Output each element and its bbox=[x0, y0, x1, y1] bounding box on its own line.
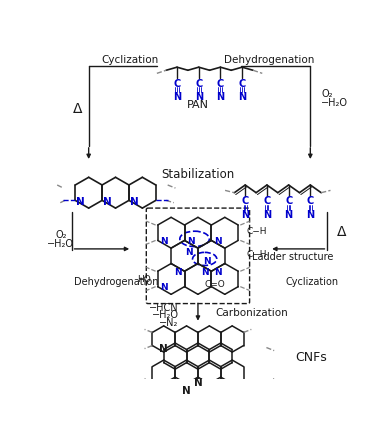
Text: N: N bbox=[130, 197, 139, 207]
Text: PAN: PAN bbox=[187, 100, 209, 110]
Text: N: N bbox=[182, 386, 191, 395]
Text: N: N bbox=[241, 210, 249, 220]
Text: N: N bbox=[185, 247, 192, 256]
Text: N: N bbox=[161, 282, 168, 291]
Text: C: C bbox=[241, 196, 249, 206]
Text: N: N bbox=[194, 377, 202, 387]
Text: C: C bbox=[285, 196, 292, 206]
Text: N: N bbox=[214, 236, 222, 245]
Text: Cyclization: Cyclization bbox=[101, 55, 158, 65]
Text: −H₂O: −H₂O bbox=[321, 98, 348, 108]
Text: N: N bbox=[263, 210, 271, 220]
Text: N: N bbox=[216, 92, 224, 102]
Text: C: C bbox=[307, 196, 314, 206]
Text: C=O: C=O bbox=[204, 279, 225, 288]
Text: N: N bbox=[195, 92, 203, 102]
Text: N: N bbox=[238, 92, 246, 102]
Text: −H₂O: −H₂O bbox=[47, 238, 74, 248]
Text: Dehydrogenation: Dehydrogenation bbox=[74, 276, 158, 287]
Text: C: C bbox=[195, 78, 202, 88]
Text: C: C bbox=[263, 196, 271, 206]
Text: N: N bbox=[306, 210, 314, 220]
Text: C−H: C−H bbox=[247, 250, 267, 259]
Text: N: N bbox=[174, 267, 182, 276]
Text: C: C bbox=[173, 78, 181, 88]
Text: O₂: O₂ bbox=[321, 88, 333, 98]
Text: N: N bbox=[76, 197, 85, 207]
Text: CNFs: CNFs bbox=[295, 350, 327, 363]
Text: N: N bbox=[103, 197, 112, 207]
Text: C−H: C−H bbox=[247, 226, 267, 236]
Text: N: N bbox=[214, 267, 222, 276]
Text: Δ: Δ bbox=[73, 102, 82, 116]
Text: −H₂O: −H₂O bbox=[152, 310, 178, 320]
Text: N: N bbox=[201, 267, 209, 276]
Text: Δ: Δ bbox=[337, 225, 346, 239]
Text: O₂: O₂ bbox=[55, 229, 67, 239]
Text: C: C bbox=[238, 78, 246, 88]
Text: N: N bbox=[204, 256, 211, 265]
Text: N: N bbox=[284, 210, 293, 220]
Text: Dehydrogenation: Dehydrogenation bbox=[224, 55, 314, 65]
Text: −N₂: −N₂ bbox=[159, 317, 178, 327]
Text: HO: HO bbox=[137, 275, 151, 284]
Text: N: N bbox=[173, 92, 181, 102]
Text: Stabilization: Stabilization bbox=[161, 167, 235, 181]
Text: N: N bbox=[187, 236, 195, 245]
Text: N: N bbox=[159, 343, 168, 353]
Text: Cyclization: Cyclization bbox=[285, 276, 339, 287]
Text: −HCN: −HCN bbox=[149, 302, 178, 312]
Text: Ladder structure: Ladder structure bbox=[252, 251, 333, 261]
Text: C: C bbox=[217, 78, 224, 88]
Text: N: N bbox=[161, 236, 168, 245]
Text: Carbonization: Carbonization bbox=[215, 307, 288, 317]
